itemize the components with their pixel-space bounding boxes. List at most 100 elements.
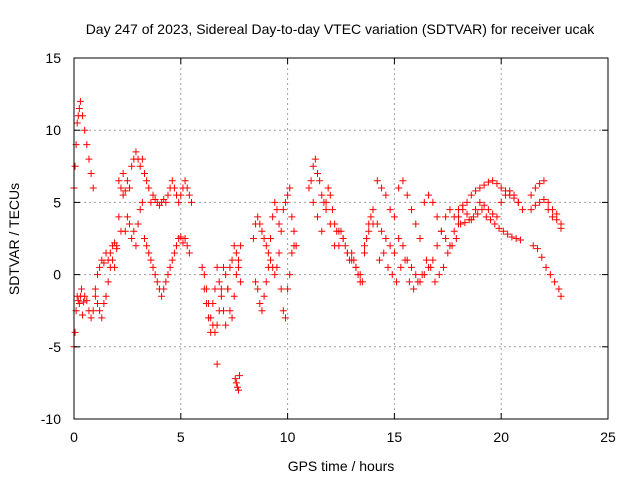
data-point — [363, 235, 371, 242]
data-point — [442, 235, 450, 242]
data-point — [275, 249, 283, 257]
data-point — [145, 184, 153, 192]
data-point — [487, 216, 495, 224]
data-point — [236, 372, 244, 380]
data-point — [136, 162, 144, 170]
data-point — [209, 299, 217, 307]
data-point — [102, 292, 110, 300]
data-point — [429, 198, 437, 206]
data-point — [160, 285, 168, 293]
data-point — [386, 242, 394, 250]
plot-frame — [73, 57, 609, 420]
data-point — [433, 213, 441, 221]
data-point — [232, 271, 240, 279]
data-point — [407, 263, 415, 271]
data-point — [143, 242, 151, 250]
data-point — [134, 220, 142, 228]
data-point — [175, 198, 183, 206]
data-point — [504, 230, 512, 238]
data-point — [115, 177, 123, 185]
data-point — [493, 213, 501, 221]
data-point — [220, 307, 228, 315]
data-point — [179, 239, 187, 247]
data-point — [132, 148, 140, 156]
data-point — [489, 210, 497, 218]
data-point — [429, 256, 437, 264]
data-point — [474, 210, 482, 218]
data-point — [551, 278, 559, 286]
data-point — [369, 206, 377, 214]
data-point — [467, 191, 475, 199]
data-point — [489, 177, 497, 185]
x-tick-label: 15 — [387, 429, 403, 445]
data-point — [106, 249, 114, 257]
data-point — [119, 170, 127, 178]
data-point — [399, 242, 407, 250]
data-point — [231, 375, 239, 383]
data-point — [324, 184, 332, 192]
data-point — [262, 278, 270, 286]
data-point — [309, 162, 317, 170]
data-point — [166, 263, 174, 271]
tick-labels: 0 5 10 15 20 25 -10 -5 0 5 10 15 — [41, 50, 616, 445]
data-point — [237, 242, 245, 250]
data-point — [476, 184, 484, 192]
data-point — [540, 177, 548, 185]
data-point — [341, 242, 349, 250]
x-axis-label: GPS time / hours — [288, 458, 395, 474]
data-point — [555, 285, 563, 293]
data-point — [151, 271, 159, 279]
data-point — [108, 256, 116, 264]
data-point — [444, 249, 452, 257]
data-point — [96, 263, 104, 271]
data-point — [519, 206, 527, 214]
y-tick-label: -5 — [49, 339, 62, 355]
data-point — [450, 227, 458, 235]
data-point — [277, 227, 285, 235]
data-point — [540, 196, 548, 204]
data-point — [202, 299, 210, 307]
data-points — [70, 97, 565, 394]
data-point — [121, 227, 129, 235]
data-point — [138, 155, 146, 163]
data-point — [168, 177, 176, 185]
data-point — [100, 299, 108, 307]
data-point — [117, 184, 125, 192]
data-point — [149, 191, 157, 199]
data-point — [375, 256, 383, 264]
data-point — [542, 263, 550, 271]
data-point — [459, 201, 467, 209]
data-point — [403, 191, 411, 199]
y-tick-label: 15 — [45, 50, 61, 66]
data-point — [314, 170, 322, 178]
data-point — [83, 141, 91, 149]
x-tick-label: 5 — [177, 429, 185, 445]
y-axis-label: SDTVAR / TECUs — [6, 183, 22, 295]
data-point — [81, 126, 89, 134]
data-point — [286, 184, 294, 192]
data-point — [100, 259, 108, 267]
data-point — [213, 321, 221, 329]
data-point — [431, 278, 439, 286]
data-point — [170, 249, 178, 257]
x-tick-label: 25 — [600, 429, 616, 445]
data-point — [181, 235, 189, 242]
data-point — [258, 227, 266, 235]
data-point — [420, 198, 428, 206]
data-point — [91, 292, 99, 300]
data-point — [514, 198, 522, 206]
data-point — [213, 360, 221, 368]
data-point — [271, 271, 279, 279]
data-point — [75, 105, 83, 113]
data-point — [463, 210, 471, 218]
axis-ticks — [73, 57, 609, 420]
data-point — [115, 213, 123, 221]
data-point — [388, 271, 396, 279]
data-point — [472, 206, 480, 214]
data-point — [234, 263, 242, 271]
data-point — [230, 292, 238, 300]
x-tick-label: 10 — [280, 429, 296, 445]
data-point — [557, 224, 565, 232]
x-tick-label: 0 — [70, 429, 78, 445]
data-point — [162, 198, 170, 206]
